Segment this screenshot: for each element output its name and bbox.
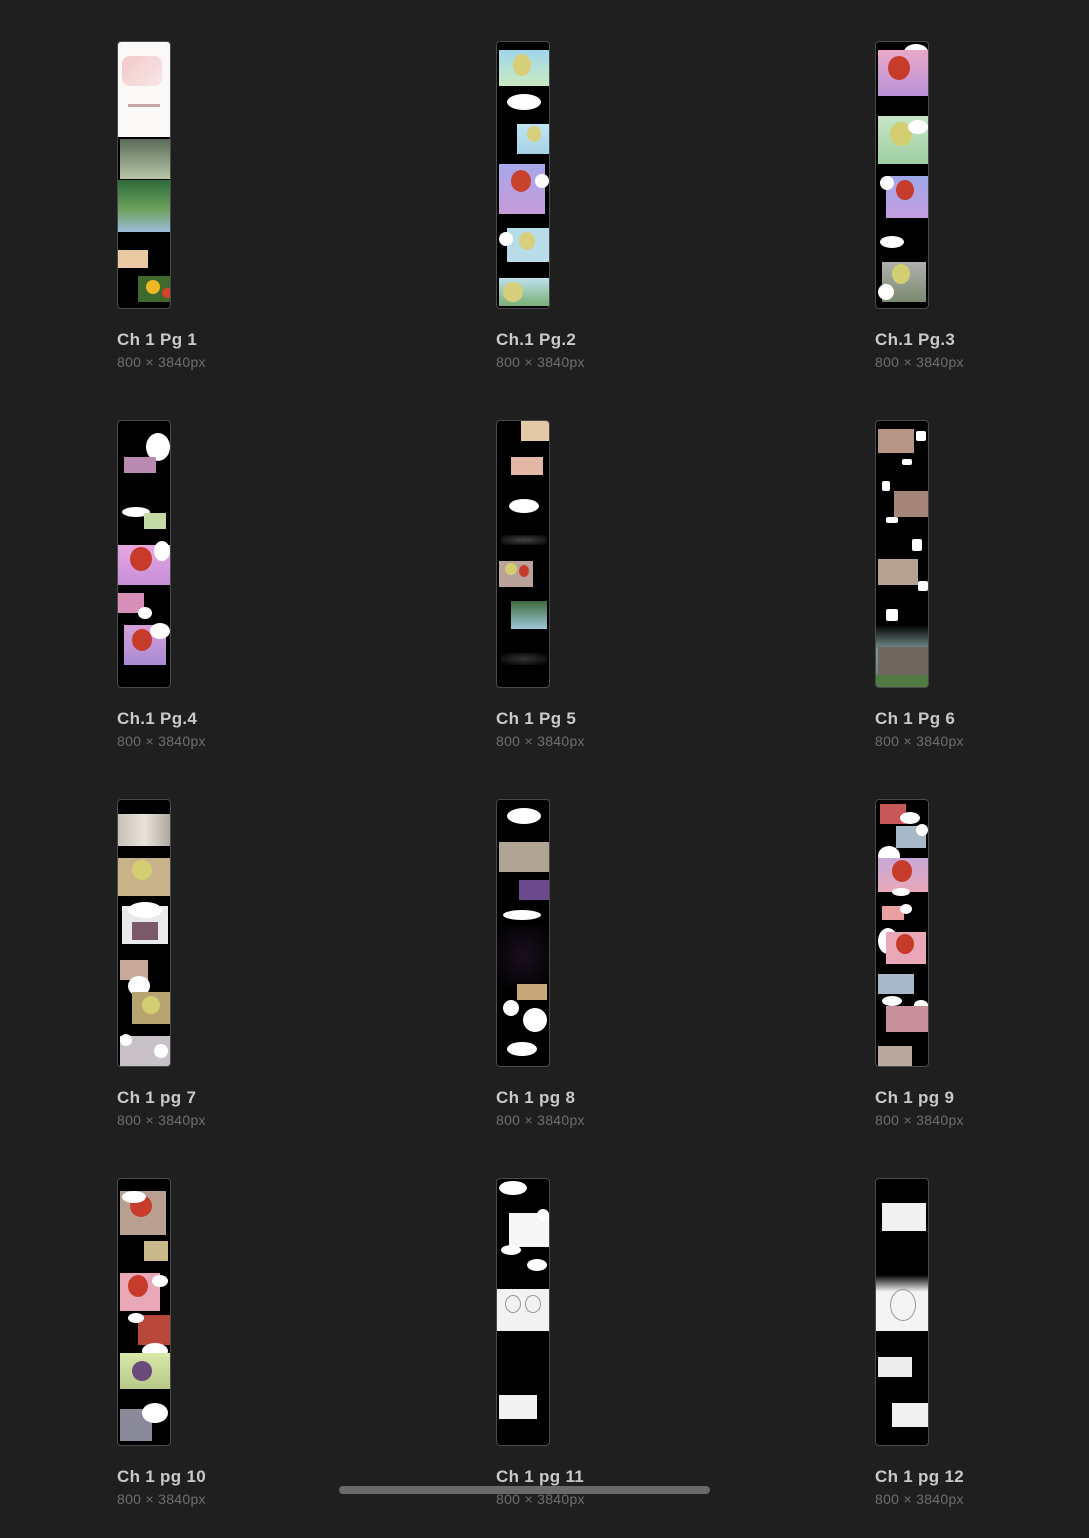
page-dimensions: 800 × 3840px — [117, 1112, 206, 1128]
page-thumbnail[interactable] — [496, 1178, 550, 1446]
page-thumbnail[interactable] — [117, 1178, 171, 1446]
page-tile[interactable]: Ch 1 Pg 6 800 × 3840px — [875, 420, 1089, 780]
page-thumbnail[interactable] — [496, 799, 550, 1067]
page-dimensions: 800 × 3840px — [875, 1491, 964, 1507]
page-thumbnail[interactable] — [875, 41, 929, 309]
page-dimensions: 800 × 3840px — [875, 1112, 964, 1128]
home-indicator[interactable] — [339, 1486, 710, 1494]
page-dimensions: 800 × 3840px — [496, 354, 585, 370]
page-title: Ch 1 pg 10 — [117, 1467, 206, 1486]
page-title: Ch 1 pg 7 — [117, 1088, 197, 1107]
page-title: Ch.1 Pg.3 — [875, 330, 956, 349]
page-thumbnail[interactable] — [117, 420, 171, 688]
page-tile[interactable]: Ch 1 pg 7 800 × 3840px — [117, 799, 337, 1159]
page-title: Ch 1 Pg 1 — [117, 330, 198, 349]
page-title: Ch.1 Pg.2 — [496, 330, 577, 349]
page-tile[interactable]: Ch 1 pg 9 800 × 3840px — [875, 799, 1089, 1159]
page-thumbnail[interactable] — [496, 41, 550, 309]
page-thumbnail[interactable] — [117, 41, 171, 309]
page-dimensions: 800 × 3840px — [117, 354, 206, 370]
page-title: Ch 1 pg 12 — [875, 1467, 964, 1486]
page-tile[interactable]: Ch 1 pg 12 800 × 3840px — [875, 1178, 1089, 1538]
page-tile[interactable]: Ch 1 pg 11 800 × 3840px — [496, 1178, 716, 1538]
page-thumbnail[interactable] — [875, 1178, 929, 1446]
page-title: Ch 1 pg 11 — [496, 1467, 585, 1486]
page-dimensions: 800 × 3840px — [875, 354, 964, 370]
page-tile[interactable]: Ch 1 Pg 1 800 × 3840px — [117, 41, 337, 401]
page-tile[interactable]: Ch.1 Pg.3 800 × 3840px — [875, 41, 1089, 401]
page-thumbnail[interactable] — [875, 799, 929, 1067]
page-tile[interactable]: Ch 1 pg 8 800 × 3840px — [496, 799, 716, 1159]
page-gallery: Ch 1 Pg 1 800 × 3840px Ch.1 Pg.2 800 × 3… — [117, 41, 1089, 1507]
page-title: Ch 1 pg 9 — [875, 1088, 955, 1107]
page-thumbnail[interactable] — [875, 420, 929, 688]
page-tile[interactable]: Ch 1 pg 10 800 × 3840px — [117, 1178, 337, 1538]
page-title: Ch 1 Pg 5 — [496, 709, 577, 728]
page-dimensions: 800 × 3840px — [117, 1491, 206, 1507]
page-dimensions: 800 × 3840px — [496, 1491, 585, 1507]
page-tile[interactable]: Ch 1 Pg 5 800 × 3840px — [496, 420, 716, 780]
page-title: Ch.1 Pg.4 — [117, 709, 198, 728]
page-tile[interactable]: Ch.1 Pg.4 800 × 3840px — [117, 420, 337, 780]
page-dimensions: 800 × 3840px — [496, 733, 585, 749]
page-dimensions: 800 × 3840px — [117, 733, 206, 749]
page-thumbnail[interactable] — [496, 420, 550, 688]
page-dimensions: 800 × 3840px — [496, 1112, 585, 1128]
page-dimensions: 800 × 3840px — [875, 733, 964, 749]
page-tile[interactable]: Ch.1 Pg.2 800 × 3840px — [496, 41, 716, 401]
page-title: Ch 1 Pg 6 — [875, 709, 956, 728]
page-thumbnail[interactable] — [117, 799, 171, 1067]
page-title: Ch 1 pg 8 — [496, 1088, 576, 1107]
